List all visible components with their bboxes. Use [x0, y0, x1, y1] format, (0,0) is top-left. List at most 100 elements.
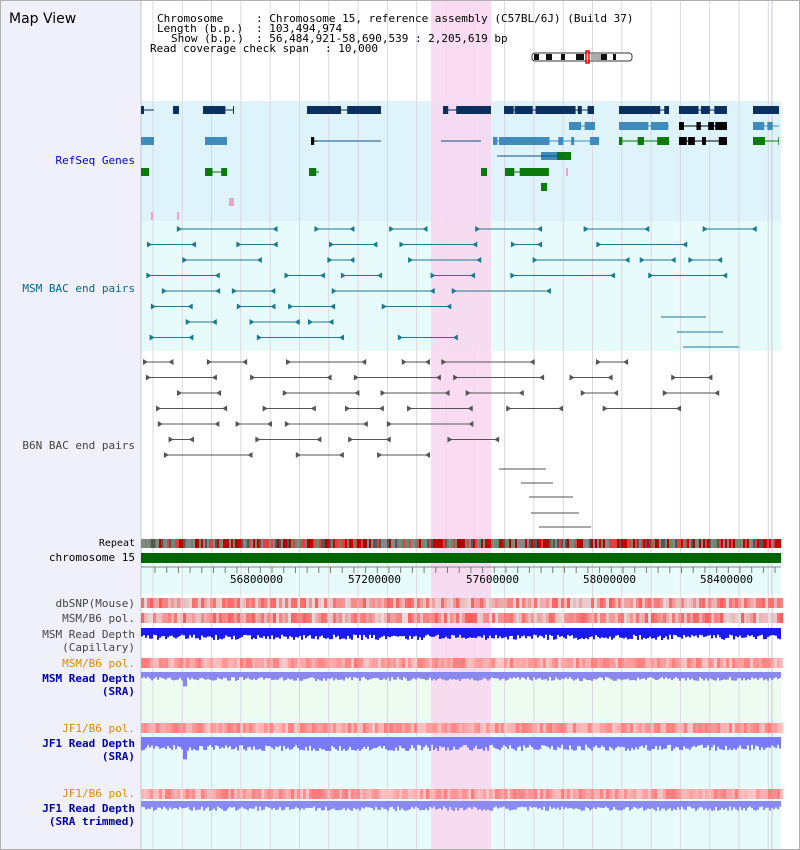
read-depth-bar: [275, 737, 277, 747]
read-depth-bar: [555, 737, 557, 751]
b6n-bac-pair-end-marker: [377, 452, 383, 458]
polymorphism-cell: [561, 789, 564, 799]
read-depth-bar: [239, 672, 241, 678]
polymorphism-cell: [174, 658, 177, 668]
repeat-block: [219, 539, 221, 548]
polymorphism-cell: [147, 613, 150, 623]
read-depth-bar: [755, 737, 757, 746]
polymorphism-cell: [699, 658, 702, 668]
read-depth-bar: [779, 737, 781, 749]
read-depth-bar: [363, 672, 365, 678]
read-depth-bar: [393, 801, 395, 809]
read-depth-bar: [527, 737, 529, 748]
read-depth-bar: [569, 801, 571, 808]
polymorphism-cell: [303, 723, 306, 733]
polymorphism-cell: [270, 789, 273, 799]
read-depth-bar: [565, 801, 567, 808]
polymorphism-cell: [705, 658, 708, 668]
read-depth-bar: [277, 801, 279, 810]
read-depth-bar: [673, 672, 675, 679]
track-label-jf1-depth-trimmed-1: JF1 Read Depth: [42, 802, 135, 815]
gene-exon: [619, 137, 623, 145]
read-depth-bar: [427, 672, 429, 680]
msm-bac-pair-end-marker: [150, 303, 156, 310]
read-depth-bar: [487, 672, 489, 681]
read-depth-bar: [281, 801, 283, 811]
read-depth-bar: [457, 737, 459, 750]
polymorphism-cell: [315, 613, 318, 623]
read-depth-bar: [543, 628, 545, 639]
polymorphism-cell: [741, 723, 744, 733]
polymorphism-cell: [237, 613, 240, 623]
read-depth-bar: [557, 801, 559, 808]
read-depth-bar: [279, 801, 281, 808]
polymorphism-cell: [588, 658, 591, 668]
repeat-block: [433, 539, 435, 548]
read-depth-bar: [597, 628, 599, 637]
polymorphism-cell: [258, 789, 261, 799]
polymorphism-cell: [417, 658, 420, 668]
msm-bac-pair-end-marker: [372, 241, 378, 248]
read-depth-bar: [641, 672, 643, 679]
read-depth-bar: [473, 672, 475, 681]
read-depth-bar: [543, 801, 545, 807]
read-depth-bar: [317, 737, 319, 751]
read-depth-bar: [161, 672, 163, 678]
polymorphism-cell: [777, 613, 780, 623]
polymorphism-cell: [432, 613, 435, 623]
polymorphism-cell: [459, 658, 462, 668]
read-depth-bar: [269, 628, 271, 640]
read-depth-bar: [283, 801, 285, 810]
polymorphism-cell: [693, 789, 696, 799]
read-depth-bar: [743, 801, 745, 808]
read-depth-bar: [325, 801, 327, 807]
repeat-block: [583, 539, 585, 548]
polymorphism-cell: [624, 598, 627, 608]
polymorphism-cell: [492, 613, 495, 623]
track-label-msm-bac[interactable]: MSM BAC end pairs: [22, 282, 135, 295]
repeat-block: [379, 539, 381, 548]
polymorphism-cell: [270, 658, 273, 668]
polymorphism-cell: [222, 613, 225, 623]
read-depth-bar: [733, 628, 735, 640]
read-depth-bar: [669, 672, 671, 679]
repeat-block: [271, 539, 273, 548]
read-depth-bar: [561, 628, 563, 636]
polymorphism-cell: [234, 613, 237, 623]
polymorphism-cell: [366, 658, 369, 668]
polymorphism-cell: [213, 723, 216, 733]
read-depth-bar: [261, 737, 263, 751]
polymorphism-cell: [516, 723, 519, 733]
polymorphism-cell: [660, 789, 663, 799]
repeat-block: [497, 539, 499, 548]
track-label-refseq[interactable]: RefSeq Genes: [55, 154, 135, 167]
read-depth-bar: [741, 672, 743, 681]
read-depth-bar: [621, 672, 623, 681]
read-depth-bar: [399, 672, 401, 680]
chromosome-bar: [141, 553, 781, 563]
polymorphism-cell: [582, 598, 585, 608]
read-depth-bar: [323, 628, 325, 639]
polymorphism-cell: [474, 598, 477, 608]
polymorphism-cell: [597, 789, 600, 799]
polymorphism-cell: [717, 598, 720, 608]
read-depth-bar: [405, 628, 407, 639]
read-depth-bar: [345, 672, 347, 678]
b6n-bac-pair-end-marker: [353, 374, 359, 381]
read-depth-bar: [231, 737, 233, 750]
polymorphism-cell: [288, 598, 291, 608]
read-depth-bar: [409, 737, 411, 749]
polymorphism-cell: [144, 789, 147, 799]
read-depth-bar: [511, 628, 513, 636]
gene-exon: [542, 168, 549, 176]
read-depth-bar: [501, 801, 503, 808]
read-depth-bar: [675, 737, 677, 747]
polymorphism-cell: [660, 658, 663, 668]
track-label-b6n-bac[interactable]: B6N BAC end pairs: [22, 439, 135, 452]
read-depth-bar: [601, 628, 603, 638]
polymorphism-cell: [156, 598, 159, 608]
polymorphism-cell: [561, 658, 564, 668]
repeat-block: [611, 539, 613, 548]
read-depth-bar: [715, 737, 717, 751]
